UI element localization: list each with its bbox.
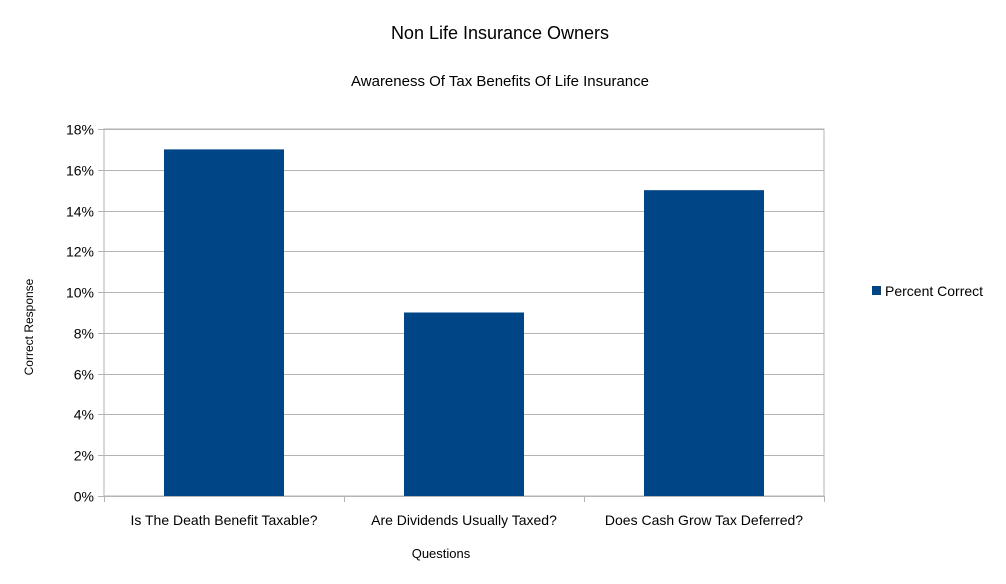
y-tick-label: 14% <box>66 204 94 220</box>
x-tick-label: Is The Death Benefit Taxable? <box>130 512 317 528</box>
y-tick-label: 2% <box>74 448 94 464</box>
y-tick-label: 12% <box>66 244 94 260</box>
y-tick-label: 6% <box>74 367 94 383</box>
y-tick-label: 4% <box>74 407 94 423</box>
y-tick-label: 8% <box>74 326 94 342</box>
chart-subtitle: Awareness Of Tax Benefits Of Life Insura… <box>351 73 649 90</box>
bar <box>164 149 284 496</box>
y-tick-label: 16% <box>66 163 94 179</box>
y-tick-label: 10% <box>66 285 94 301</box>
y-axis-tick-labels: 0% 2% 4% 6% 8% 10% 12% 14% 16% 18% <box>66 122 94 505</box>
x-tick-label: Are Dividends Usually Taxed? <box>371 512 557 528</box>
legend-label: Percent Correct <box>885 283 983 299</box>
bars <box>164 149 764 496</box>
x-axis-label: Questions <box>412 546 471 561</box>
bar <box>404 312 524 496</box>
y-tick-label: 18% <box>66 122 94 138</box>
y-axis-label: Correct Response <box>22 278 36 375</box>
legend: Percent Correct <box>872 283 983 299</box>
x-axis-tick-labels: Is The Death Benefit Taxable? Are Dividen… <box>130 512 803 528</box>
x-tick-label: Does Cash Grow Tax Deferred? <box>605 512 803 528</box>
legend-swatch <box>872 286 881 295</box>
bar <box>644 190 764 496</box>
y-tick-label: 0% <box>74 489 94 505</box>
chart-title: Non Life Insurance Owners <box>391 23 609 43</box>
